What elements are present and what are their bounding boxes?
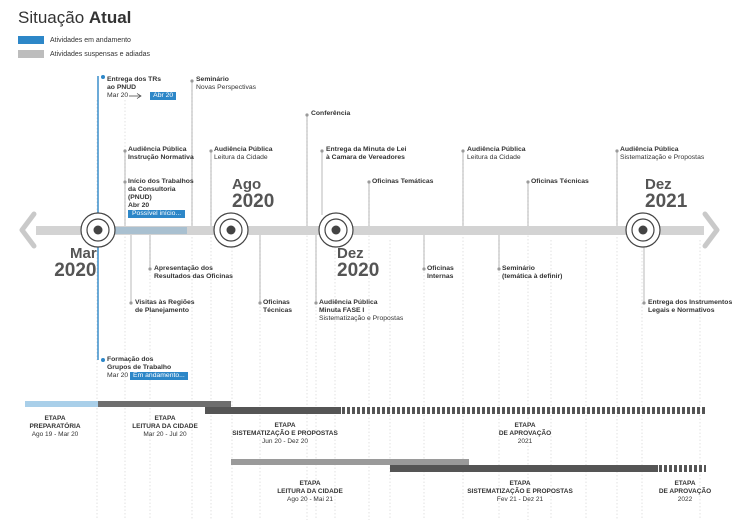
legend-swatch-suspended (18, 50, 44, 58)
stage-aprovacao-1: ETAPA DE APROVAÇÃO 2021 (498, 422, 552, 445)
stage-bars-row1 (25, 401, 706, 414)
stage-bars-row2 (231, 459, 706, 472)
event-oficinas-tecnicas-bottom: Oficinas Técnicas (263, 299, 293, 314)
stage-leitura-cidade-2: ETAPA LEITURA DA CIDADE Ago 20 - Mai 21 (277, 480, 343, 503)
event-seminario-tematica: Seminário (temática à definir) (502, 265, 563, 280)
legend-swatch-active (18, 36, 44, 44)
milestone-mar-2020 (80, 212, 116, 248)
event-oficinas-internas: Oficinas Internas (427, 265, 454, 280)
milestone-label-dez-2021: Dez 2021 (645, 176, 688, 212)
event-audiencia-fase1: Audiência Pública Minuta FASE I Sistemat… (319, 299, 404, 322)
event-audiencia-leitura-2: Audiência Pública Leitura da Cidade (467, 146, 526, 161)
stage-leitura-cidade-1: ETAPA LEITURA DA CIDADE Mar 20 - Jul 20 (132, 415, 198, 438)
event-entrega-trs: Entrega dos TRs ao PNUD Mar 20 Abr 20 (107, 76, 177, 100)
event-seminario-novas-perspectivas: Seminário Novas Perspectivas (196, 76, 257, 91)
stage-sistematizacao-1: ETAPA SISTEMATIZAÇÃO E PROPOSTAS Jun 20 -… (232, 422, 338, 445)
milestone-label-mar-2020: Mar 2020 (54, 245, 97, 281)
event-audiencia-instrucao: Audiência Pública Instrução Normativa (128, 146, 194, 161)
event-connectors (124, 82, 645, 302)
event-audiencia-sistematizacao: Audiência Pública Sistematização e Propos… (620, 146, 705, 161)
milestone-label-ago-2020: Ago 2020 (232, 176, 275, 212)
event-oficinas-tecnicas-top: Oficinas Técnicas (531, 178, 589, 185)
event-entrega-instrumentos: Entrega dos Instrumentos Legais e Normat… (648, 299, 733, 314)
milestone-ago-2020 (213, 212, 249, 248)
stage-aprovacao-2: ETAPA DE APROVAÇÃO 2022 (658, 480, 712, 503)
event-apresentacao-resultados: Apresentação dos Resultados das Oficinas (154, 265, 233, 280)
event-oficinas-tematicas: Oficinas Temáticas (372, 178, 434, 185)
milestone-dez-2020 (318, 212, 354, 248)
legend-label-active: Atividades em andamento (50, 37, 131, 44)
event-formacao-grupos: Formação dos Grupos de Trabalho Mar 20 E… (107, 356, 188, 380)
event-visitas-regioes: Visitas às Regiões de Planejamento (135, 299, 195, 314)
milestone-dez-2021 (625, 212, 661, 248)
event-inicio-trabalhos: Início dos Trabalhos da Consultoria (PNU… (128, 178, 194, 218)
event-dots (123, 79, 646, 305)
event-conferencia: Conferência (311, 110, 351, 117)
stage-sistematizacao-2: ETAPA SISTEMATIZAÇÃO E PROPOSTAS Fev 21 -… (467, 480, 573, 503)
legend-label-suspended: Atividades suspensas e adiadas (50, 51, 151, 58)
milestone-label-dez-2020: Dez 2020 (337, 245, 380, 281)
event-audiencia-leitura-1: Audiência Pública Leitura da Cidade (214, 146, 273, 161)
event-minuta-lei: Entrega da Minuta de Lei à Camara de Ver… (326, 146, 407, 161)
page-title: Situação Atual (18, 8, 132, 27)
stage-preparatoria: ETAPA PREPARATÓRIA Ago 19 - Mar 20 (29, 415, 81, 438)
main-axis (19, 211, 720, 249)
